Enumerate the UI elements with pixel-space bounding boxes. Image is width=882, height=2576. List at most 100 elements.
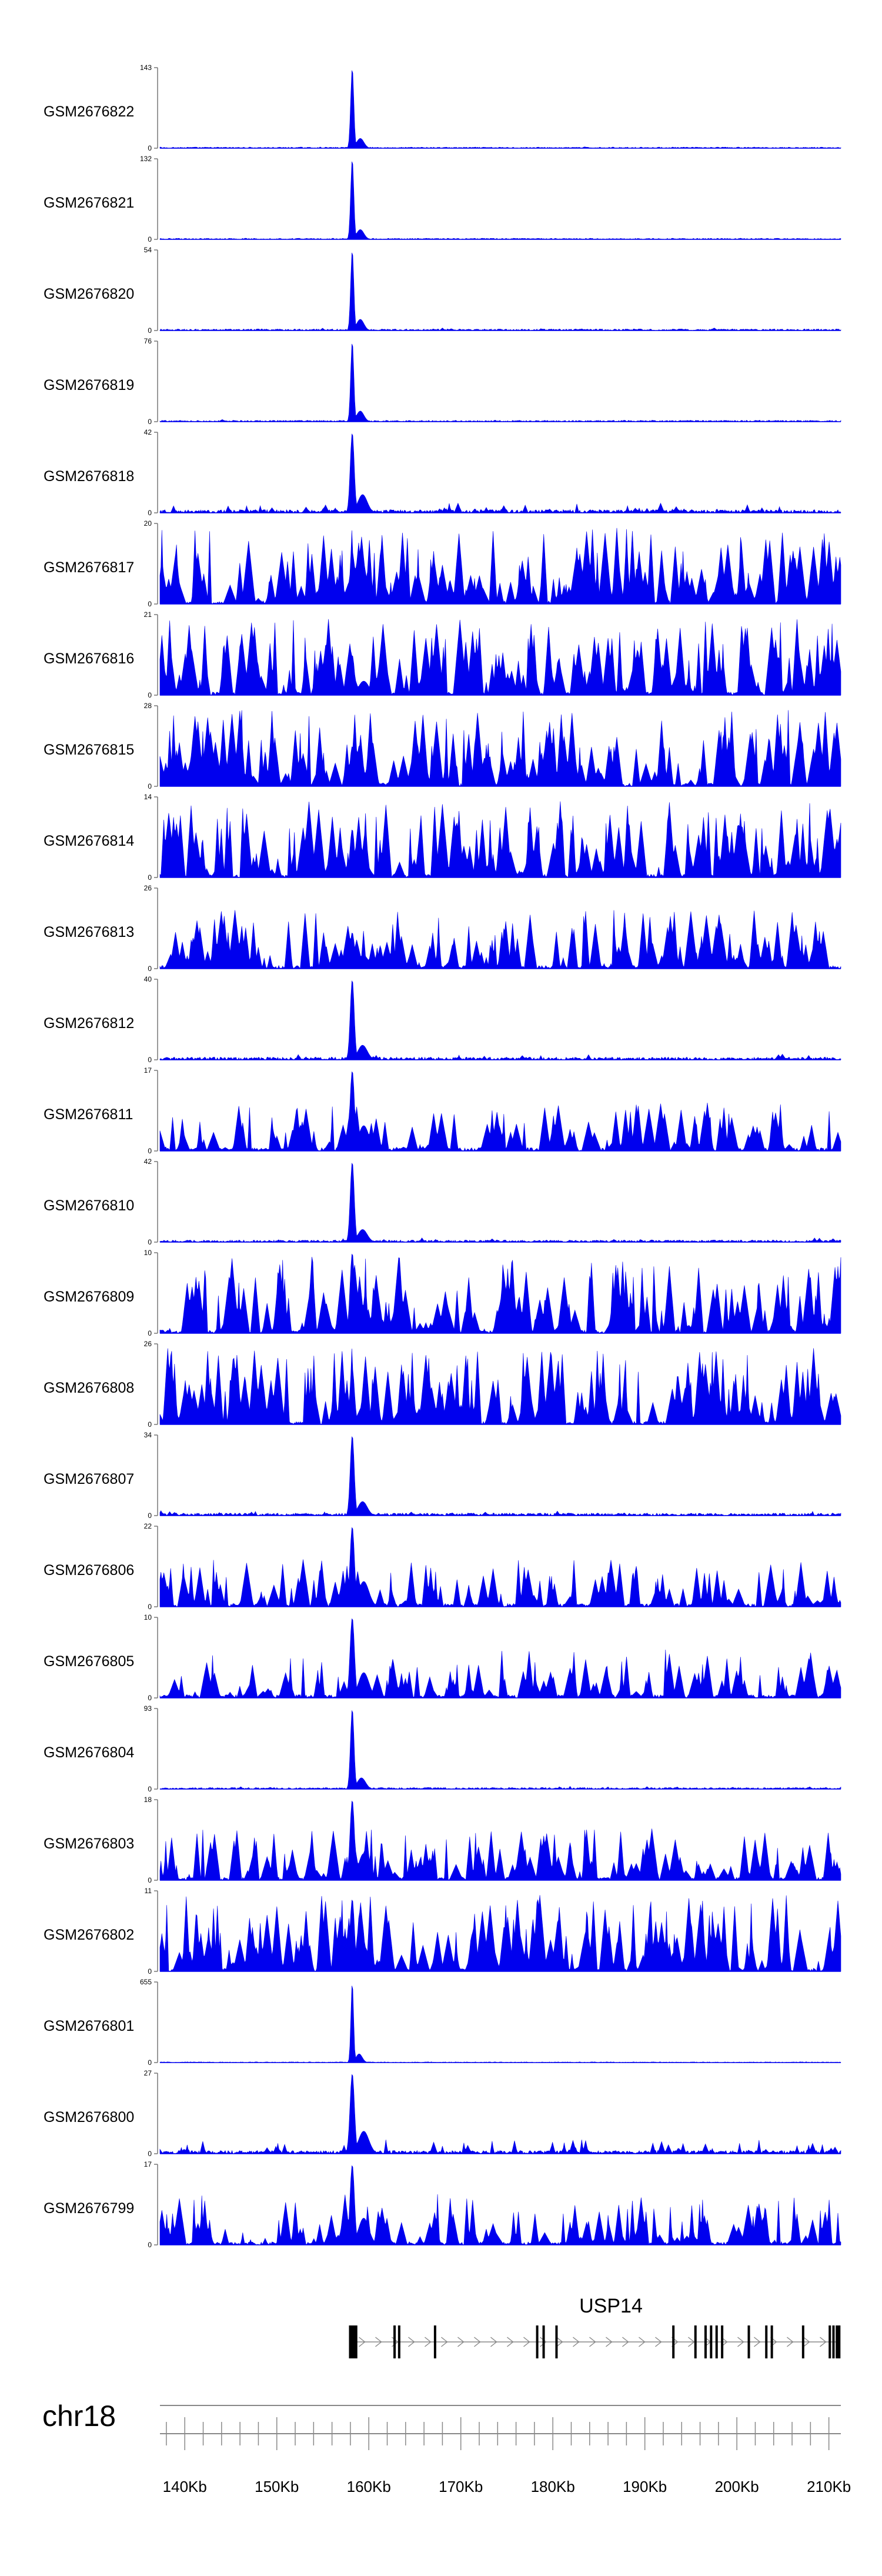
strand-arrow-icon (737, 2337, 744, 2347)
track-name-label: GSM2676817 (44, 559, 134, 576)
tick-label: 170Kb (439, 2478, 483, 2495)
signal-area (159, 1710, 841, 1790)
track-name-label: GSM2676806 (44, 1562, 134, 1579)
exon-block (672, 2325, 675, 2358)
y-max-label: 21 (144, 610, 152, 619)
exon-block (397, 2325, 400, 2358)
y-min-label: 0 (148, 1420, 152, 1429)
track-name-label: GSM2676801 (44, 2018, 134, 2034)
track-name-label: GSM2676814 (44, 833, 134, 849)
y-min-label: 0 (148, 691, 152, 699)
signal-area (159, 1895, 841, 1972)
y-min-label: 0 (148, 1238, 152, 1246)
track-name-label: GSM2676805 (44, 1653, 134, 1670)
strand-arrow-icon (408, 2337, 415, 2347)
strand-arrow-icon (606, 2337, 613, 2347)
y-max-label: 18 (144, 1796, 152, 1804)
strand-arrow-icon (490, 2337, 497, 2347)
exon-block (828, 2325, 831, 2358)
track-GSM2676816: GSM2676816 21 0 (44, 610, 841, 699)
track-name-label: GSM2676820 (44, 286, 134, 302)
signal-area (159, 528, 841, 605)
strand-arrow-icon (787, 2337, 794, 2347)
exon-block (801, 2325, 804, 2358)
gene-track: USP14 (349, 2295, 841, 2358)
exon-block (832, 2325, 835, 2358)
track-name-label: GSM2676800 (44, 2109, 134, 2125)
track-name-label: GSM2676808 (44, 1380, 134, 1396)
y-max-label: 76 (144, 337, 152, 345)
strand-arrow-icon (474, 2337, 481, 2347)
signal-area (159, 1618, 841, 1699)
track-name-label: GSM2676819 (44, 377, 134, 393)
y-min-label: 0 (148, 1603, 152, 1611)
signal-area (159, 2074, 841, 2154)
y-max-label: 34 (144, 1431, 152, 1439)
y-max-label: 28 (144, 702, 152, 710)
strand-arrow-icon (359, 2337, 366, 2347)
y-max-label: 10 (144, 1613, 152, 1621)
exon-block (765, 2325, 768, 2358)
track-GSM2676820: GSM2676820 54 0 (44, 246, 841, 335)
y-max-label: 26 (144, 1340, 152, 1348)
y-min-label: 0 (148, 2241, 152, 2249)
y-max-label: 40 (144, 975, 152, 983)
y-max-label: 42 (144, 428, 152, 436)
y-min-label: 0 (148, 326, 152, 335)
y-max-label: 143 (140, 64, 152, 72)
y-min-label: 0 (148, 600, 152, 608)
track-GSM2676819: GSM2676819 76 0 (44, 337, 841, 426)
tick-label: 180Kb (531, 2478, 575, 2495)
exon-block (542, 2325, 545, 2358)
strand-arrow-icon (754, 2337, 761, 2347)
track-GSM2676799: GSM2676799 17 0 (44, 2160, 841, 2249)
y-min-label: 0 (148, 235, 152, 243)
exon-block (770, 2325, 773, 2358)
signal-area (159, 252, 841, 331)
y-min-label: 0 (148, 1876, 152, 1884)
y-min-label: 0 (148, 873, 152, 882)
track-GSM2676815: GSM2676815 28 0 (44, 702, 841, 790)
signal-area (159, 710, 841, 787)
signal-area (159, 1348, 841, 1425)
y-max-label: 10 (144, 1249, 152, 1257)
strand-arrow-icon (589, 2337, 596, 2347)
track-name-label: GSM2676811 (44, 1106, 133, 1123)
y-min-label: 0 (148, 2150, 152, 2158)
signal-tracks: GSM2676822 143 0 GSM2676821 132 0 GSM2676820 54… (44, 64, 841, 2249)
exon-block (747, 2325, 750, 2358)
track-GSM2676802: GSM2676802 11 0 (44, 1887, 841, 1976)
y-max-label: 17 (144, 1066, 152, 1075)
strand-arrow-icon (820, 2337, 827, 2347)
y-max-label: 20 (144, 519, 152, 528)
signal-area (159, 801, 841, 878)
y-max-label: 93 (144, 1704, 152, 1713)
track-name-label: GSM2676818 (44, 468, 134, 485)
y-max-label: 132 (140, 155, 152, 163)
y-min-label: 0 (148, 1329, 152, 1337)
strand-arrow-icon (622, 2337, 629, 2347)
exon-block (352, 2325, 358, 2358)
tick-label: 200Kb (715, 2478, 759, 2495)
track-GSM2676807: GSM2676807 34 0 (44, 1431, 841, 1520)
y-min-label: 0 (148, 1511, 152, 1520)
track-name-label: GSM2676799 (44, 2200, 134, 2217)
track-name-label: GSM2676802 (44, 1927, 134, 1943)
signal-area (159, 1800, 841, 1881)
y-max-label: 42 (144, 1157, 152, 1166)
genomic-axis: chr18 140Kb 150Kb 160Kb 170Kb 180Kb 190Kb 200K… (42, 2400, 851, 2495)
signal-area (159, 980, 841, 1060)
y-min-label: 0 (148, 782, 152, 790)
track-GSM2676800: GSM2676800 27 0 (44, 2069, 841, 2158)
track-name-label: GSM2676816 (44, 650, 134, 667)
y-min-label: 0 (148, 144, 152, 152)
exon-block (694, 2325, 697, 2358)
y-max-label: 14 (144, 793, 152, 801)
y-min-label: 0 (148, 1967, 152, 1976)
track-GSM2676803: GSM2676803 18 0 (44, 1796, 841, 1884)
signal-area (159, 433, 841, 513)
gene-name-label: USP14 (579, 2295, 643, 2317)
strand-arrow-icon (425, 2337, 432, 2347)
signal-area (159, 1436, 841, 1516)
